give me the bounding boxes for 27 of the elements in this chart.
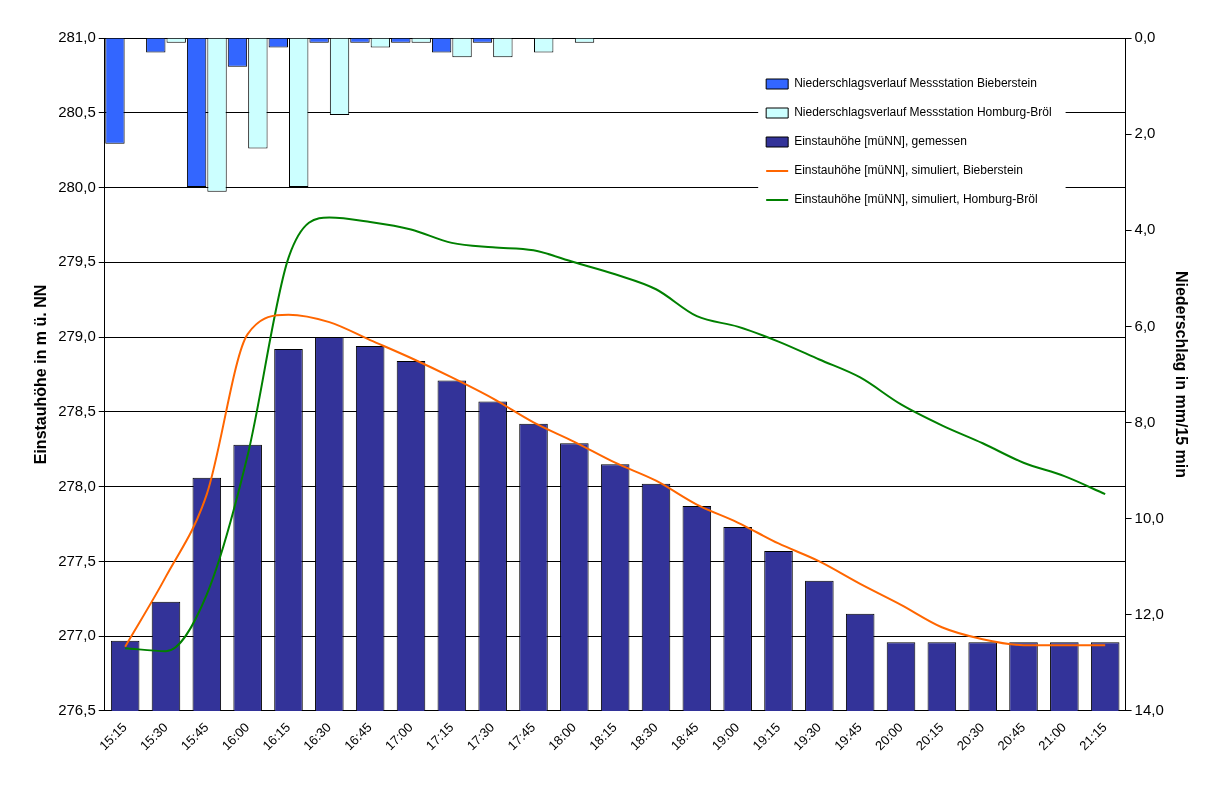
y2-tick-label: 12,0 (1134, 604, 1164, 622)
legend-label: Einstauhöhe [müNN], simuliert, Homburg-Bröl (794, 192, 1038, 207)
y2-tick-label: 6,0 (1134, 316, 1156, 334)
y2-axis-title: Niederschlag in mm/15 min (1172, 270, 1190, 479)
y-tick-label: 281,0 (58, 28, 96, 46)
line-series (124, 216, 1107, 653)
y-tick-label: 277,0 (58, 626, 96, 644)
legend-label: Niederschlagsverlauf Messstation Homburg-Bröl (794, 105, 1052, 120)
y2-tick-label: 8,0 (1134, 412, 1156, 430)
y2-tick-label: 4,0 (1134, 220, 1156, 238)
y2-tick-label: 2,0 (1134, 124, 1156, 142)
legend-label: Einstauhöhe [müNN], simuliert, Bieberstein (794, 163, 1023, 178)
y2-tick-label: 14,0 (1134, 701, 1164, 719)
legend-label: Niederschlagsverlauf Messstation Bieberstein (794, 76, 1037, 91)
y2-tick-label: 0,0 (1134, 28, 1156, 46)
y-tick-label: 276,5 (58, 701, 96, 719)
y-axis-title: Einstauhöhe in m ü. NN (32, 284, 50, 465)
y2-tick-label: 10,0 (1134, 508, 1164, 526)
y-tick-label: 277,5 (58, 551, 96, 569)
line-series (124, 313, 1107, 648)
y-tick-label: 278,5 (58, 402, 96, 420)
y-tick-label: 279,0 (58, 327, 96, 345)
y-tick-label: 280,0 (58, 177, 96, 195)
legend-label: Einstauhöhe [müNN], gemessen (794, 134, 967, 149)
y-tick-label: 278,0 (58, 476, 96, 494)
y-tick-label: 280,5 (58, 102, 96, 120)
y-tick-label: 279,5 (58, 252, 96, 270)
